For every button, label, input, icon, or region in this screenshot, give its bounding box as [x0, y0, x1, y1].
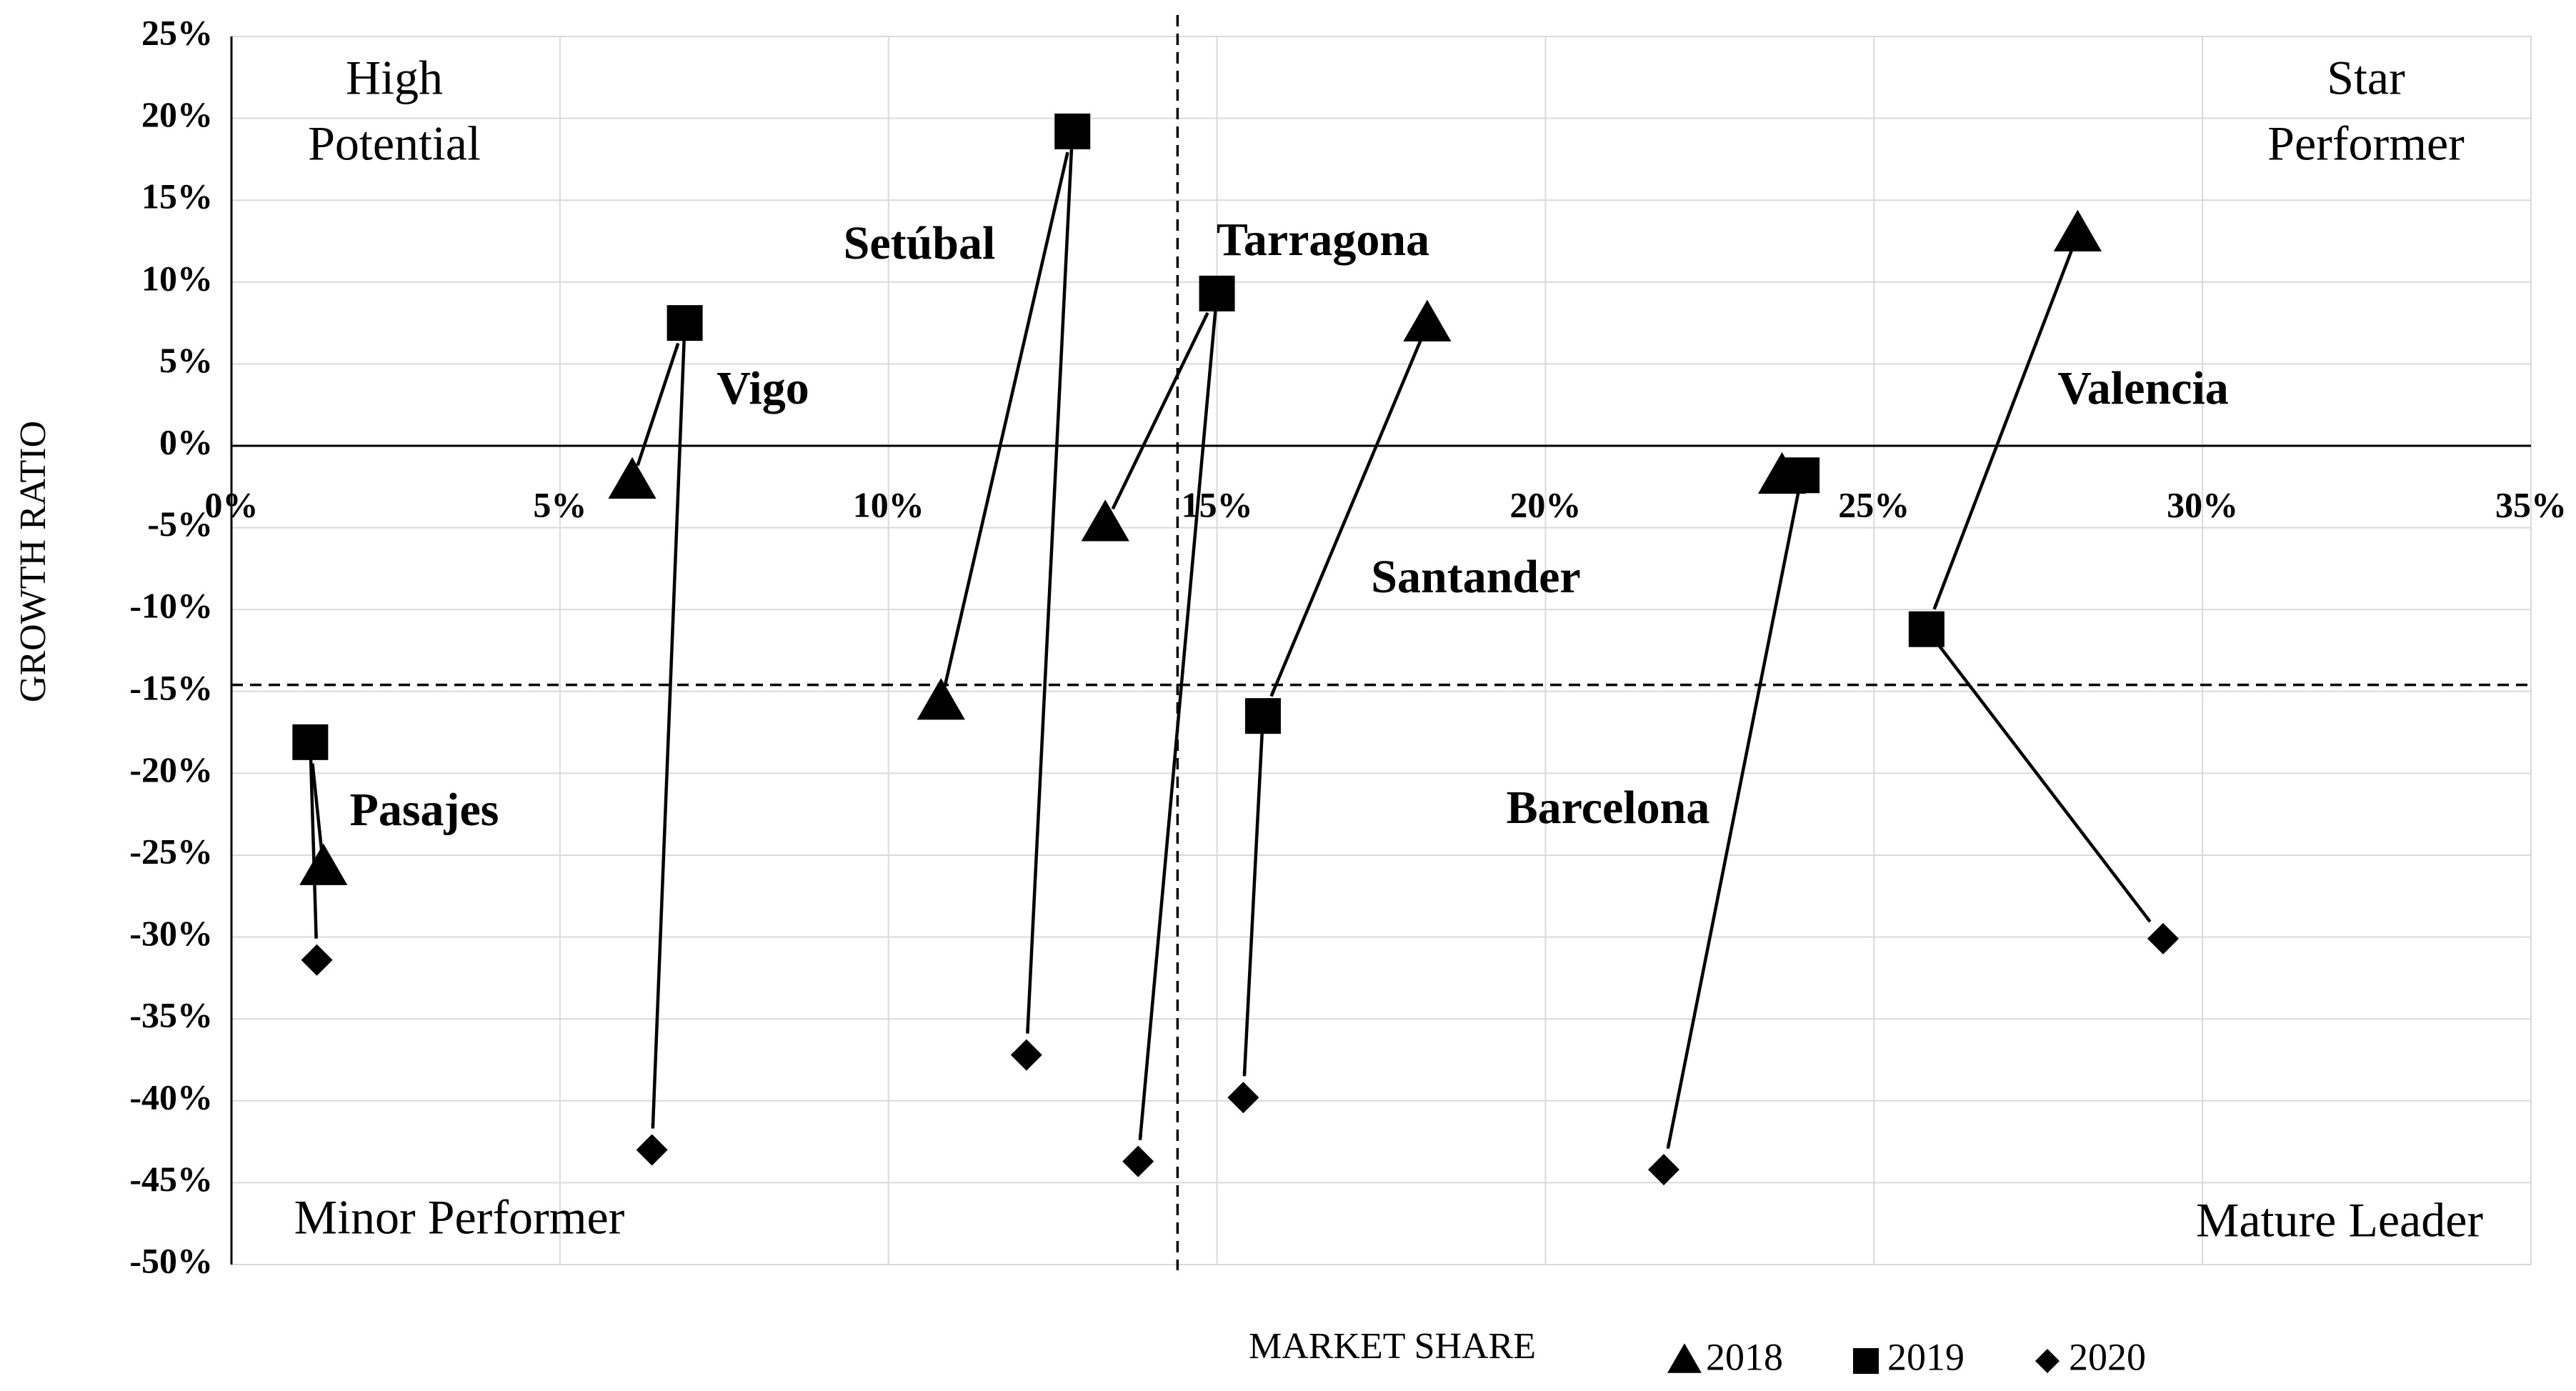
y-tick-label: 5%: [159, 340, 213, 380]
quadrant-label: Performer: [2267, 116, 2465, 171]
marker-square: [1853, 1348, 1879, 1374]
trajectory-arrow: [943, 151, 1069, 687]
trajectory-arrow: [1111, 311, 1209, 510]
y-tick-label: -15%: [129, 667, 213, 707]
marker-diamond: [1647, 1154, 1679, 1186]
marker-diamond: [301, 944, 333, 976]
city-trajectory: [292, 724, 348, 976]
city-trajectory: [608, 305, 703, 1166]
city-trajectory: [1647, 452, 1820, 1186]
x-tick-label: 20%: [1509, 484, 1581, 524]
trajectory-arrow: [1932, 249, 2073, 610]
quadrant-label: High: [346, 51, 443, 105]
y-tick-label: -20%: [129, 749, 213, 789]
legend-label: 2018: [1706, 1335, 1783, 1378]
city-label: Setúbal: [844, 217, 996, 269]
marker-diamond: [636, 1134, 668, 1166]
marker-triangle: [608, 457, 657, 499]
marker-triangle: [1403, 299, 1452, 341]
trajectory-arrow: [651, 339, 686, 1130]
city-trajectory: [1081, 275, 1235, 1177]
y-tick-label: 20%: [141, 94, 213, 134]
x-tick-label: 30%: [2167, 484, 2238, 524]
marker-diamond: [1122, 1145, 1154, 1177]
trajectory-arrow: [636, 342, 680, 467]
x-tick-label: 15%: [1182, 484, 1253, 524]
marker-square: [1784, 457, 1820, 494]
marker-diamond: [1227, 1082, 1259, 1114]
marker-square: [292, 724, 329, 760]
marker-triangle: [1667, 1343, 1702, 1373]
y-tick-label: 15%: [141, 176, 213, 216]
city-label: Santander: [1371, 551, 1580, 603]
y-tick-label: -25%: [129, 831, 213, 871]
city-label: Barcelona: [1507, 782, 1710, 834]
x-tick-label: 10%: [853, 484, 924, 524]
city-label: Pasajes: [350, 784, 499, 836]
y-tick-label: 0%: [159, 422, 213, 462]
marker-square: [1908, 611, 1945, 647]
x-axis-title: MARKET SHARE: [1249, 1326, 1536, 1367]
marker-square: [667, 305, 703, 341]
city-label: Valencia: [2057, 362, 2229, 414]
marker-square: [1054, 113, 1091, 149]
marker-diamond: [2147, 922, 2179, 954]
trajectory-arrow: [309, 759, 319, 939]
marker-diamond: [1010, 1039, 1042, 1071]
y-tick-label: -45%: [129, 1159, 213, 1199]
trajectory-arrow: [311, 762, 324, 852]
marker-triangle: [1081, 499, 1129, 542]
y-tick-label: -10%: [129, 586, 213, 626]
trajectory-arrow: [1242, 733, 1264, 1077]
y-tick-label: -40%: [129, 1077, 213, 1117]
marker-square: [1244, 698, 1281, 734]
trajectory-arrow: [1025, 148, 1074, 1034]
x-tick-label: 35%: [2495, 484, 2567, 524]
y-tick-label: -5%: [147, 504, 213, 544]
quadrant-label: Mature Leader: [2196, 1193, 2483, 1247]
marker-square: [1199, 275, 1235, 311]
quadrant-label: Star: [2327, 51, 2405, 105]
trajectory-arrow: [1138, 310, 1217, 1141]
y-tick-label: -30%: [129, 913, 213, 953]
legend-label: 2019: [1887, 1335, 1965, 1378]
city-trajectory: [1908, 209, 2179, 954]
y-tick-label: -50%: [129, 1240, 213, 1280]
y-tick-label: 25%: [141, 12, 213, 52]
city-trajectory: [1227, 299, 1452, 1114]
city-label: Vigo: [717, 362, 809, 414]
marker-triangle: [917, 678, 965, 720]
trajectory-arrow: [1666, 492, 1800, 1150]
quadrant-label: Minor Performer: [294, 1190, 625, 1245]
y-tick-label: 10%: [141, 258, 213, 298]
x-tick-label: 25%: [1838, 484, 1909, 524]
trajectory-arrow: [1935, 642, 2152, 923]
marker-triangle: [299, 843, 348, 885]
x-tick-label: 5%: [533, 484, 586, 524]
legend-label: 2020: [2069, 1335, 2146, 1378]
trajectory-arrow: [1269, 339, 1422, 697]
city-trajectory: [917, 113, 1091, 1071]
y-tick-label: -35%: [129, 995, 213, 1035]
marker-triangle: [2053, 209, 2102, 251]
quadrant-label: Potential: [308, 116, 481, 171]
y-axis-title: GROWTH RATIO: [13, 421, 54, 702]
marker-diamond: [2035, 1349, 2060, 1373]
city-label: Tarragona: [1217, 214, 1429, 266]
